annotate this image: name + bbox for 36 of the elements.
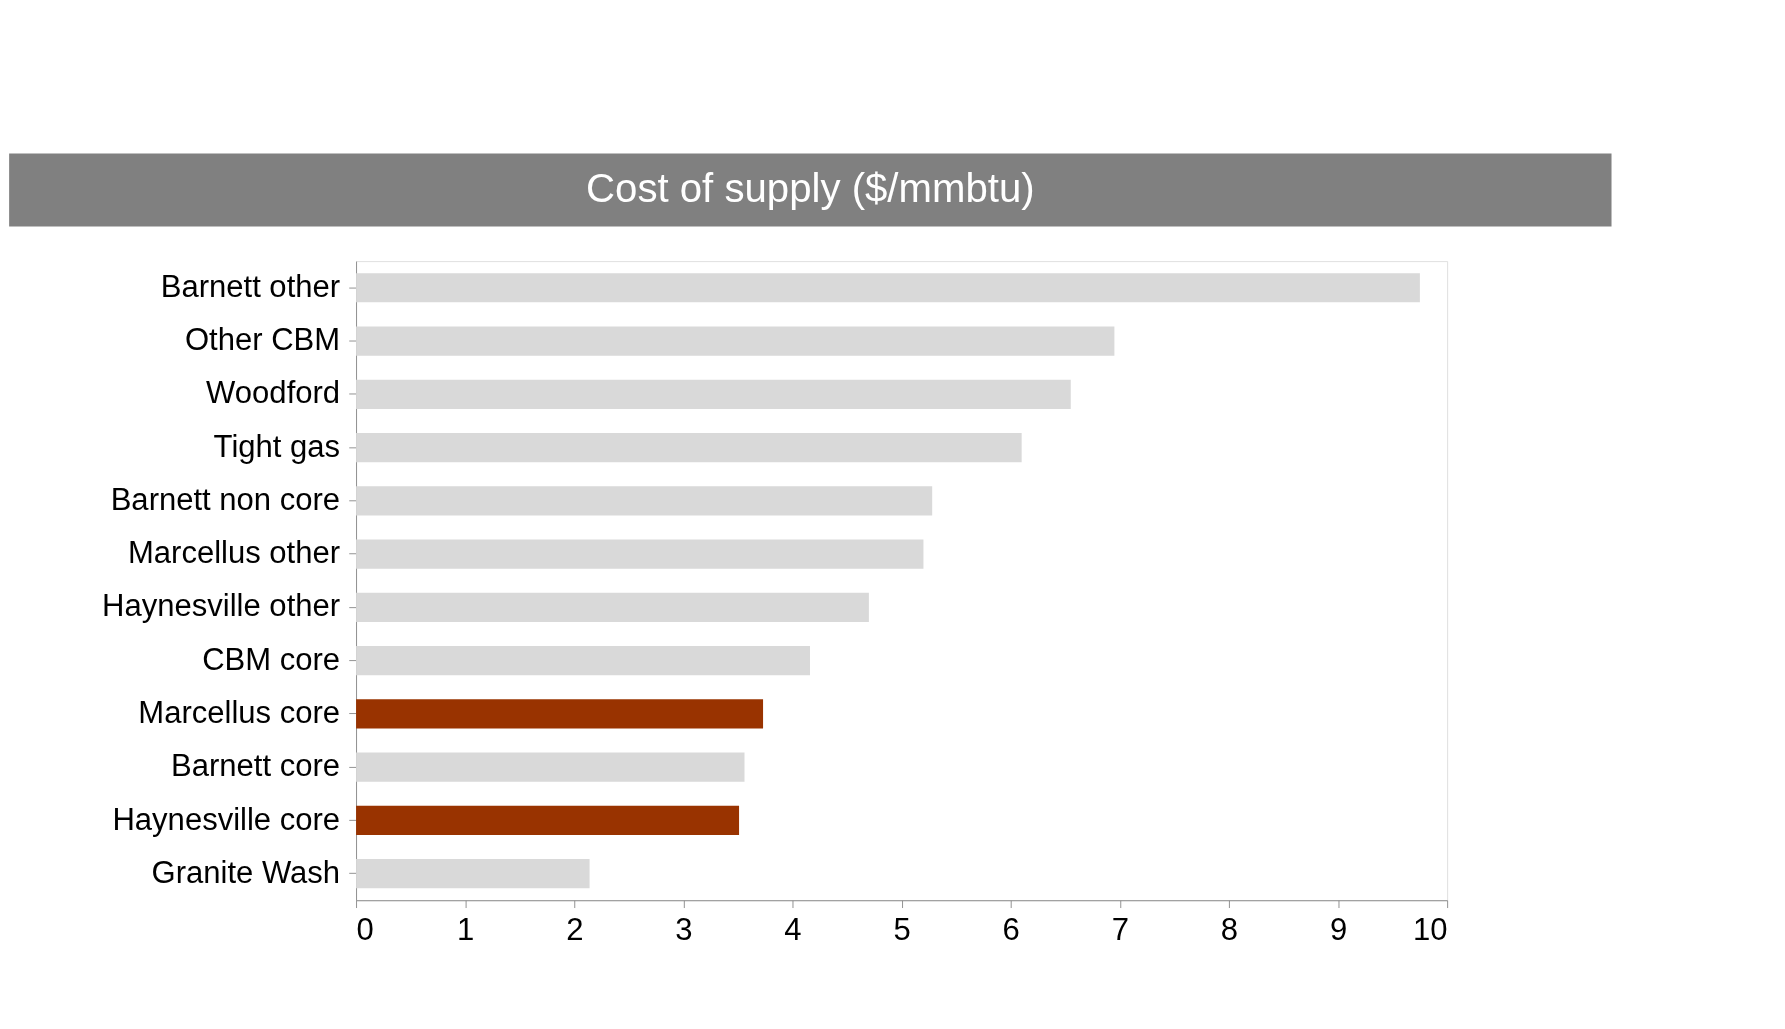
x-tick-label: 3 (675, 911, 693, 947)
bar (356, 699, 764, 729)
bar (356, 379, 1071, 409)
bar (356, 539, 924, 569)
x-tick-label: 1 (457, 911, 475, 947)
bar (356, 486, 933, 516)
y-tick-label: CBM core (202, 641, 341, 677)
y-tick-label: Woodford (206, 375, 341, 411)
x-tick-label: 4 (784, 911, 802, 947)
x-tick-label: 5 (893, 911, 911, 947)
chart-title: Cost of supply ($/mmbtu) (586, 165, 1035, 211)
x-tick-label: 7 (1111, 911, 1129, 947)
bar (356, 805, 740, 835)
x-tick-label: 2 (566, 911, 584, 947)
x-tick-label: 6 (1002, 911, 1020, 947)
x-tick-label: 8 (1220, 911, 1239, 947)
y-tick-label: Marcellus other (127, 535, 341, 571)
y-tick-label: Haynesville other (102, 588, 341, 624)
bar (356, 645, 810, 676)
bar (356, 752, 745, 782)
y-tick-label: Marcellus core (138, 694, 341, 730)
y-tick-label: Barnett other (160, 268, 341, 304)
y-tick-label: Granite Wash (151, 854, 341, 890)
y-tick-label: Other CBM (184, 322, 341, 358)
y-tick-label: Haynesville core (112, 801, 341, 837)
x-tick-label: 9 (1329, 911, 1348, 947)
bar (356, 273, 1420, 303)
y-tick-label: Barnett core (171, 748, 341, 784)
bar (356, 592, 869, 622)
x-tick-label: 0 (356, 911, 374, 947)
y-tick-label: Barnett non core (110, 481, 341, 517)
x-tick-label: 10 (1413, 911, 1448, 947)
bar (356, 326, 1115, 356)
y-tick-label: Tight gas (213, 428, 341, 464)
bar (356, 432, 1022, 463)
bar (356, 859, 590, 889)
